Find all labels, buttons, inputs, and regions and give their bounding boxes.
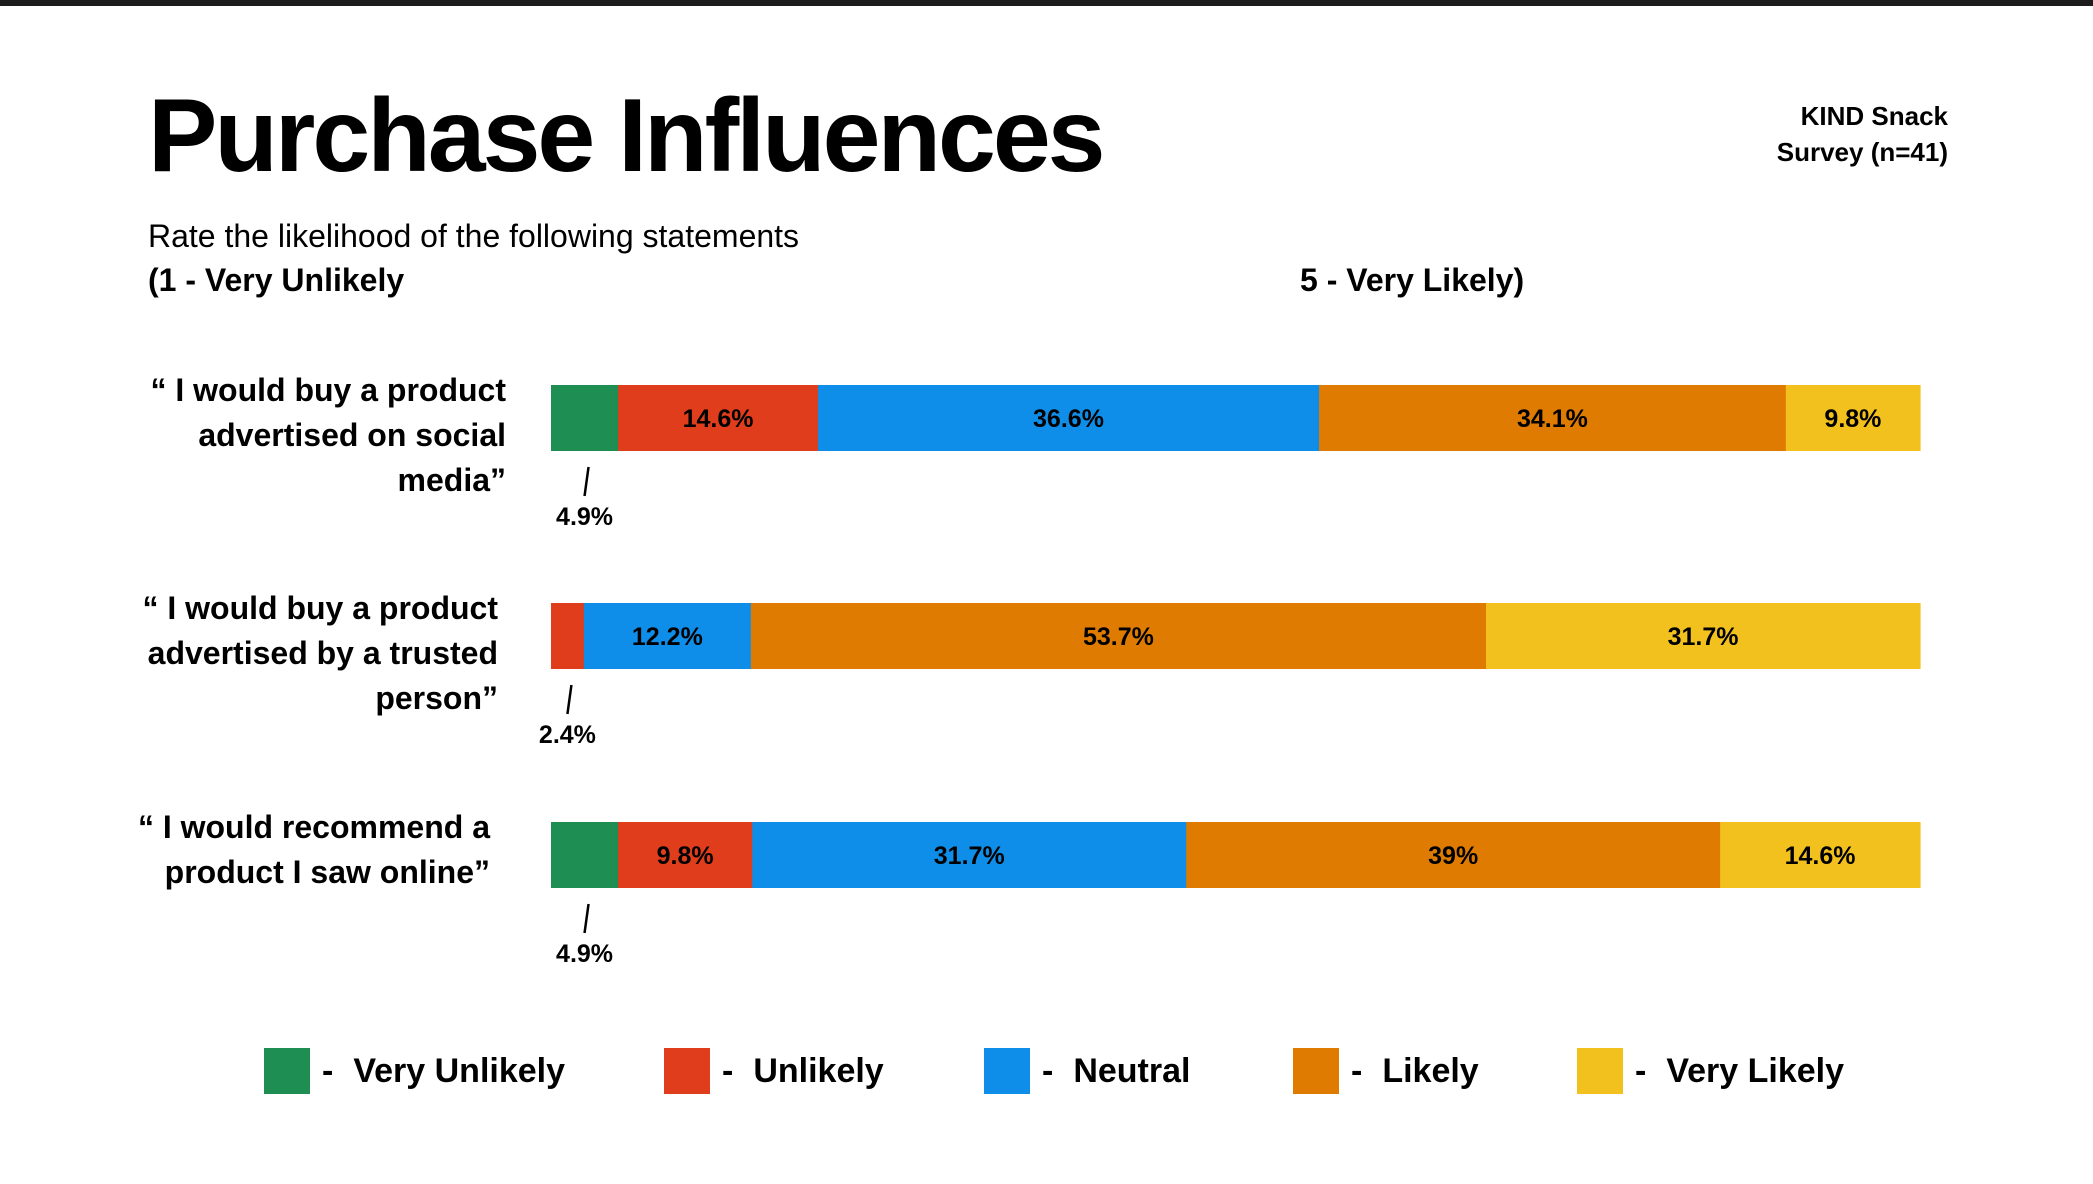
- statement-label-3: “ I would recommend a product I saw onlin…: [138, 809, 490, 890]
- survey-source: KIND Snack Survey (n=41): [1777, 98, 1948, 170]
- legend-label-very-likely: Very Likely: [1666, 1051, 1845, 1090]
- legend-swatch-likely: [1293, 1048, 1339, 1094]
- bar-segment-very-likely-row-1: [1785, 385, 1921, 451]
- legend-item-very-likely: - Very Likely: [1577, 1048, 1844, 1094]
- statement-line: “ I would buy a product: [142, 590, 498, 626]
- page-title: Purchase Influences: [148, 78, 1106, 194]
- data-label-likely-row-1: 34.1%: [1517, 405, 1588, 433]
- chart-subtitle: Rate the likelihood of the following sta…: [148, 218, 800, 254]
- legend-item-unlikely: - Unlikely: [664, 1048, 884, 1094]
- legend-label-neutral: Neutral: [1073, 1051, 1191, 1090]
- bar-segment-likely-row-1: [1319, 385, 1787, 451]
- data-label-neutral-row-2: 12.2%: [632, 623, 703, 651]
- legend-separator: -: [1042, 1051, 1054, 1090]
- data-label-very-unlikely-row-3: 4.9%: [556, 940, 613, 968]
- data-label-likely-row-3: 39%: [1428, 842, 1478, 870]
- legend-swatch-very-unlikely: [264, 1048, 310, 1094]
- callout-line-very-unlikely-row-3: [583, 903, 590, 934]
- bar-segment-likely-row-3: [1186, 822, 1721, 888]
- scale-high-label: 5 - Very Likely): [1300, 262, 1525, 298]
- statement-line: product I saw online”: [165, 854, 490, 890]
- legend-label-unlikely: Unlikely: [753, 1051, 884, 1090]
- callout-line-very-unlikely-row-1: [583, 466, 590, 497]
- legend-item-likely: - Likely: [1293, 1048, 1479, 1094]
- legend-separator: -: [722, 1051, 734, 1090]
- bar-segment-unlikely-row-3: [618, 822, 753, 888]
- bar-segment-neutral-row-1: [817, 385, 1320, 451]
- statement-line: media”: [398, 462, 506, 498]
- data-label-very-likely-row-1: 9.8%: [1824, 405, 1881, 433]
- data-label-unlikely-row-2: 2.4%: [539, 721, 596, 749]
- bar-segment-likely-row-2: [750, 603, 1487, 669]
- legend-item-neutral: - Neutral: [984, 1048, 1190, 1094]
- statement-label-1: “ I would buy a product advertised on soc…: [150, 372, 506, 498]
- data-label-neutral-row-3: 31.7%: [934, 842, 1005, 870]
- statement-line: advertised by a trusted: [148, 635, 498, 671]
- bar-segment-very-unlikely-row-3: [551, 822, 619, 888]
- data-label-unlikely-row-1: 14.6%: [683, 405, 754, 433]
- statement-line: person”: [375, 680, 498, 716]
- data-label-unlikely-row-3: 9.8%: [657, 842, 714, 870]
- statement-line: “ I would recommend a: [138, 809, 490, 845]
- legend-separator: -: [1351, 1051, 1363, 1090]
- bar-segment-very-unlikely-row-1: [551, 385, 619, 451]
- data-label-very-likely-row-3: 14.6%: [1785, 842, 1856, 870]
- legend-swatch-neutral: [984, 1048, 1030, 1094]
- data-label-very-likely-row-2: 31.7%: [1668, 623, 1739, 651]
- legend-label-likely: Likely: [1382, 1051, 1479, 1090]
- data-label-likely-row-2: 53.7%: [1083, 623, 1154, 651]
- legend-separator: -: [322, 1051, 334, 1090]
- legend-swatch-unlikely: [664, 1048, 710, 1094]
- source-line-2: Survey (n=41): [1776, 137, 1948, 167]
- statement-line: advertised on social: [198, 417, 506, 453]
- bar-segment-neutral-row-2: [583, 603, 752, 669]
- legend-separator: -: [1635, 1051, 1647, 1090]
- legend-item-very-unlikely: - Very Unlikely: [264, 1048, 565, 1094]
- top-rule: [0, 0, 2093, 6]
- statement-line: “ I would buy a product: [150, 372, 506, 408]
- source-line-1: KIND Snack: [1800, 101, 1948, 131]
- scale-low-label: (1 - Very Unlikely: [148, 262, 405, 298]
- chart-legend: - Very Unlikely - Unlikely - Neutral - Likely - V…: [0, 1048, 2093, 1094]
- legend-swatch-very-likely: [1577, 1048, 1623, 1094]
- data-label-neutral-row-1: 36.6%: [1033, 405, 1104, 433]
- bar-segment-neutral-row-3: [752, 822, 1187, 888]
- callout-line-unlikely-row-2: [566, 684, 573, 715]
- statement-label-2: “ I would buy a product advertised by a t…: [142, 590, 498, 716]
- bar-segment-very-likely-row-2: [1486, 603, 1921, 669]
- bar-segment-very-likely-row-3: [1720, 822, 1921, 888]
- data-label-very-unlikely-row-1: 4.9%: [556, 503, 613, 531]
- bar-segment-unlikely-row-1: [618, 385, 819, 451]
- bar-segment-unlikely-row-2: [551, 603, 585, 669]
- legend-label-very-unlikely: Very Unlikely: [353, 1051, 566, 1090]
